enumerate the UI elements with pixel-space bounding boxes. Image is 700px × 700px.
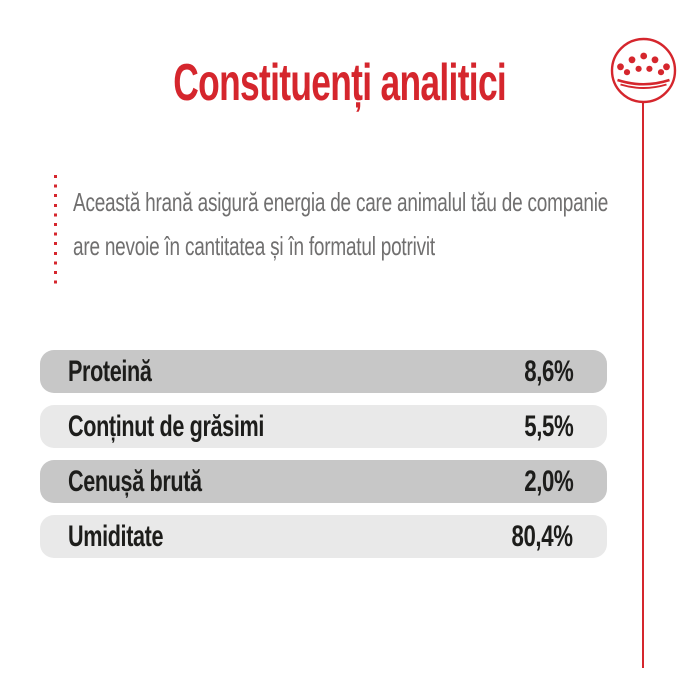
intro-line-1: Această hrană asigură energia de care an… [73, 187, 609, 217]
vertical-accent-line [642, 101, 644, 668]
row-value: 5,5% [523, 409, 574, 443]
intro-section: Această hrană asigură energia de care an… [54, 175, 700, 289]
row-value: 8,6% [523, 354, 574, 388]
dotted-accent-line [54, 175, 57, 289]
analytical-constituents-table: Proteină 8,6% Conținut de grăsimi 5,5% C… [40, 350, 607, 570]
page-title: Constituenți analitici [0, 57, 680, 109]
table-row: Proteină 8,6% [40, 350, 607, 393]
page-title-text: Constituenți analitici [173, 54, 507, 112]
brand-logo [610, 37, 677, 104]
row-label: Umiditate [68, 519, 164, 553]
intro-line-2: are nevoie în cantitatea și în formatul … [73, 231, 435, 261]
row-value: 80,4% [511, 519, 573, 553]
row-label: Conținut de grăsimi [68, 409, 264, 443]
table-row: Cenușă brută 2,0% [40, 460, 607, 503]
crown-icon [610, 37, 677, 104]
row-label: Cenușă brută [68, 464, 202, 498]
table-row: Umiditate 80,4% [40, 515, 607, 558]
row-label: Proteină [68, 354, 152, 388]
row-value: 2,0% [523, 464, 574, 498]
intro-text: Această hrană asigură energia de care an… [73, 180, 608, 268]
table-row: Conținut de grăsimi 5,5% [40, 405, 607, 448]
